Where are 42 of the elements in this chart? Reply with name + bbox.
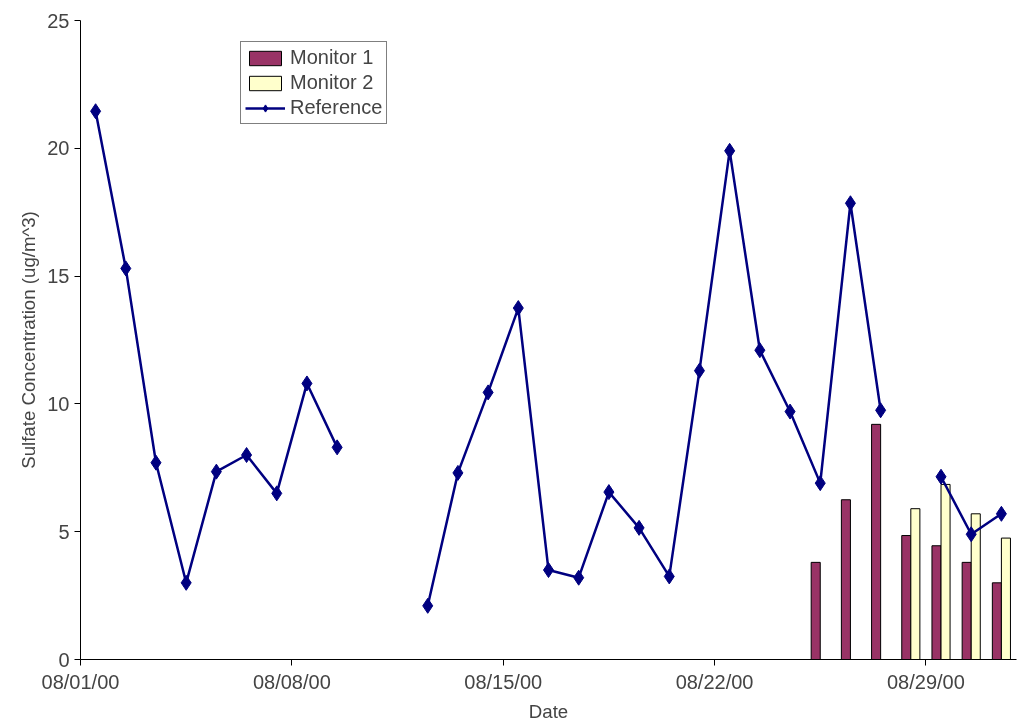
point bbox=[150, 454, 162, 471]
point bbox=[814, 475, 826, 492]
point bbox=[120, 260, 132, 277]
x-tick-label: 08/15/00 bbox=[464, 670, 543, 693]
x-tick-label: 08/01/00 bbox=[41, 670, 120, 693]
y-tick-label: 25 bbox=[47, 9, 70, 32]
legend-label: Reference bbox=[290, 96, 383, 119]
y-tick-label: 15 bbox=[47, 265, 70, 288]
point bbox=[452, 464, 464, 481]
legend-label: Monitor 2 bbox=[290, 71, 374, 94]
point bbox=[724, 142, 736, 159]
point bbox=[633, 519, 645, 536]
point bbox=[301, 375, 313, 392]
point bbox=[271, 485, 283, 502]
point bbox=[935, 468, 947, 485]
point bbox=[754, 342, 766, 359]
x-tick-label: 08/08/00 bbox=[252, 670, 331, 693]
point bbox=[482, 384, 494, 401]
point bbox=[603, 484, 615, 501]
point bbox=[875, 402, 887, 419]
y-tick-label: 10 bbox=[47, 392, 70, 415]
y-axis-title: Sulfate Concentration (ug/m^3) bbox=[18, 211, 40, 469]
point bbox=[663, 568, 675, 585]
point bbox=[995, 505, 1007, 522]
x-tick-label: 08/22/00 bbox=[675, 670, 754, 693]
legend-label: Monitor 1 bbox=[290, 46, 374, 69]
point bbox=[331, 439, 343, 456]
point bbox=[693, 362, 705, 379]
point bbox=[180, 574, 192, 591]
x-tick-label: 08/29/00 bbox=[886, 670, 965, 693]
point bbox=[210, 463, 222, 480]
point bbox=[512, 300, 524, 317]
y-tick-label: 20 bbox=[47, 137, 70, 160]
point bbox=[241, 447, 253, 464]
point bbox=[965, 526, 977, 543]
point bbox=[573, 569, 585, 586]
x-axis-title: Date bbox=[528, 700, 569, 722]
y-tick-label: 5 bbox=[58, 520, 70, 543]
y-tick-label: 0 bbox=[58, 648, 70, 671]
point bbox=[90, 103, 102, 120]
point bbox=[422, 597, 434, 614]
point bbox=[784, 403, 796, 420]
